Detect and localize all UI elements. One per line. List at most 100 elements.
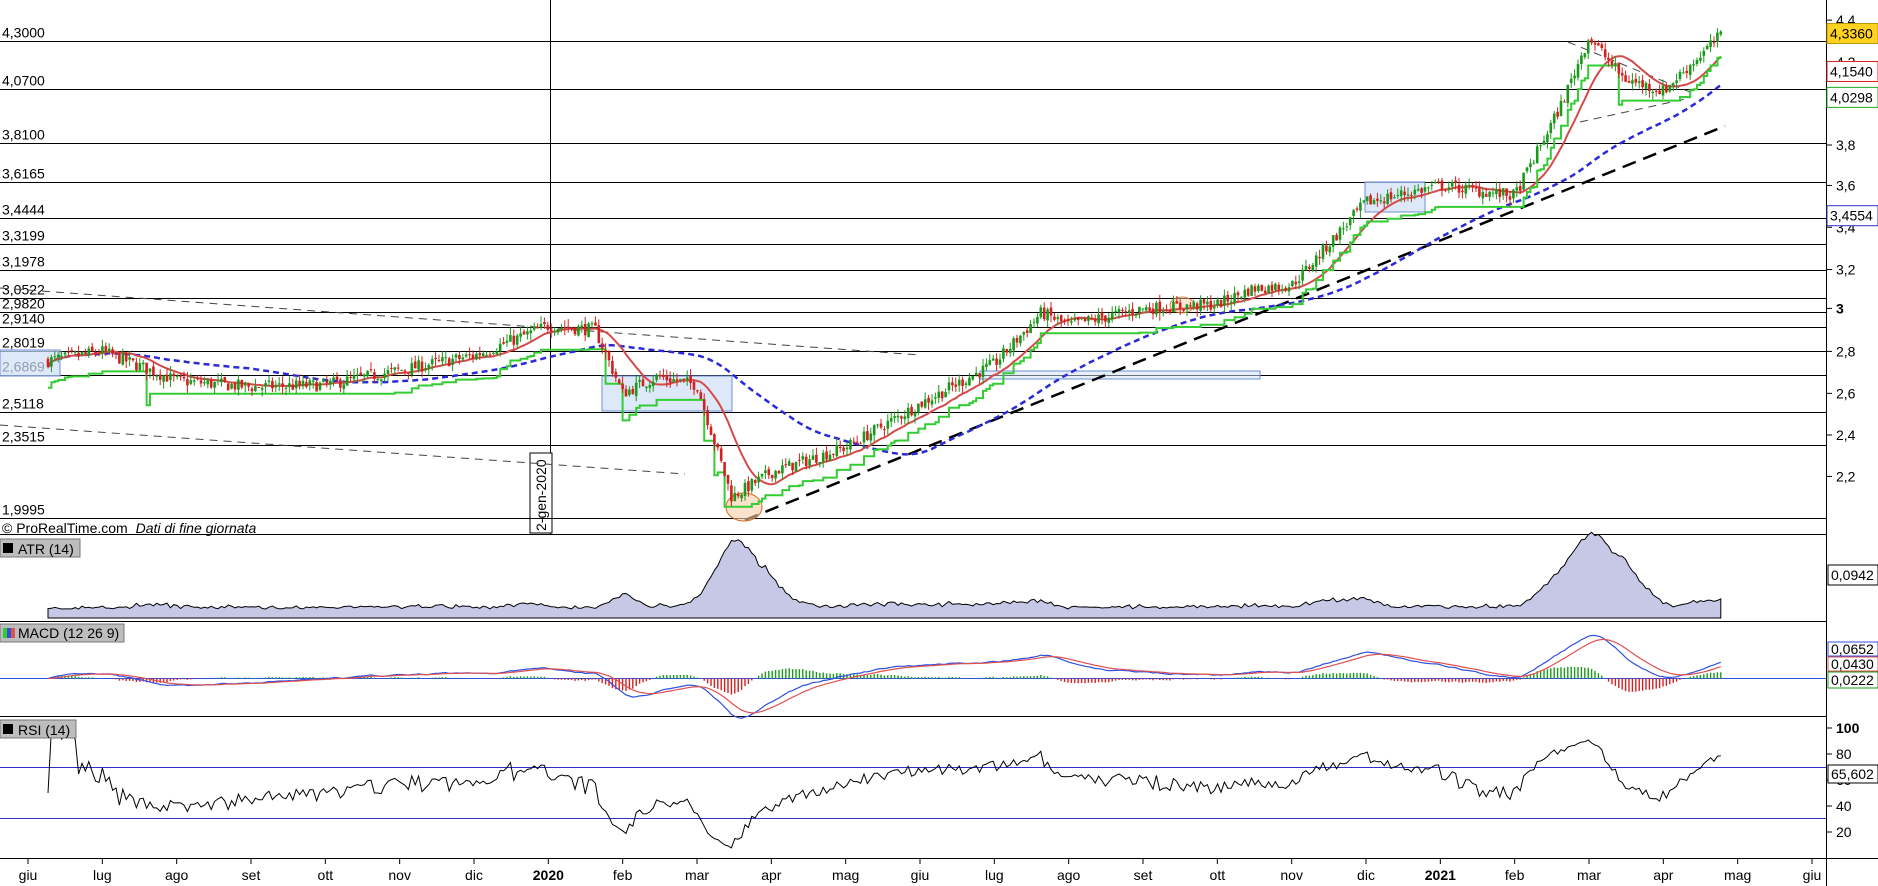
candle-body	[934, 397, 937, 399]
candle-body	[107, 348, 111, 352]
candle-body	[1644, 82, 1648, 89]
candle-body	[1209, 300, 1213, 310]
candle-body	[70, 350, 74, 352]
candle-body	[927, 397, 930, 403]
candle-body	[1267, 285, 1270, 294]
candle-body	[1175, 301, 1179, 304]
candle-body	[1155, 302, 1158, 315]
rsi-title: RSI (14)	[18, 722, 70, 738]
candle-body	[974, 372, 978, 376]
candle-body	[1131, 308, 1134, 315]
candle-body	[1042, 307, 1046, 320]
rsi-tick-label: 80	[1836, 746, 1852, 762]
month-label: mar	[1577, 867, 1601, 883]
candle-body	[1189, 305, 1192, 307]
candle-body	[254, 386, 257, 392]
month-label: apr	[761, 867, 782, 883]
month-label: mag	[832, 867, 859, 883]
month-label: dic	[465, 867, 483, 883]
candle-body	[665, 375, 669, 381]
candle-body	[573, 327, 577, 335]
atr-value: 0,0942	[1831, 567, 1874, 583]
month-label: nov	[388, 867, 411, 883]
month-axis: giu lug ago set ott nov dic 2020 feb mar apr mag giu…	[19, 858, 1821, 883]
month-label: nov	[1280, 867, 1303, 883]
candle-body	[1342, 228, 1345, 230]
candle-body	[1270, 284, 1274, 291]
macd-title: MACD (12 26 9)	[18, 625, 119, 641]
candle-body	[883, 429, 886, 431]
candle-body	[1433, 182, 1437, 184]
candle-body	[730, 485, 733, 502]
candle-body	[906, 407, 910, 419]
candle-body	[1508, 196, 1512, 200]
candle-body	[1515, 187, 1519, 191]
macd-value: 0,0652	[1831, 641, 1874, 657]
candle-body	[1624, 75, 1627, 82]
candle-body	[1325, 245, 1328, 252]
candle-body	[189, 380, 193, 384]
candle-body	[1600, 44, 1604, 48]
candle-body	[539, 323, 543, 328]
candle-body	[842, 447, 845, 452]
signal-value-badge	[1827, 656, 1878, 672]
candle-body	[186, 379, 189, 386]
hist-value-badge	[1827, 671, 1878, 689]
candle-body	[1705, 46, 1709, 50]
candle-body	[444, 357, 448, 359]
month-label: mar	[685, 867, 709, 883]
candle-body	[556, 328, 560, 333]
candle-body	[1284, 287, 1287, 291]
candle-body	[267, 380, 271, 382]
candle-body	[1617, 62, 1621, 74]
candle-body	[257, 386, 261, 388]
candle-body	[1532, 162, 1536, 164]
candle-body	[1019, 335, 1022, 344]
candle-body	[679, 378, 682, 381]
candle-body	[349, 376, 352, 378]
candle-body	[288, 383, 291, 387]
candle-body	[1080, 318, 1083, 320]
candle-body	[63, 352, 67, 355]
candle-body	[1012, 338, 1015, 351]
candle-body	[264, 383, 267, 387]
signal-line	[47, 638, 1721, 714]
candle-body	[930, 400, 934, 405]
month-label: ago	[1057, 867, 1081, 883]
candle-body	[937, 391, 941, 398]
candle-body	[1243, 289, 1247, 298]
candle-body	[515, 335, 519, 345]
candle-body	[400, 369, 403, 371]
watermark: © ProRealTime.com Dati di fine giornata	[2, 520, 256, 536]
candle-body	[743, 482, 747, 497]
candle-body	[706, 410, 709, 426]
candle-body	[1127, 310, 1131, 313]
candle-body	[1420, 188, 1423, 193]
candle-body	[1148, 307, 1151, 311]
date-marker-label: 2-gen-2020	[529, 452, 553, 534]
candle-body	[420, 361, 424, 372]
macd-icon-2	[7, 628, 11, 638]
candle-body	[1308, 266, 1311, 269]
candle-body	[583, 323, 587, 336]
candle-body	[114, 352, 118, 354]
candle-body	[1505, 188, 1508, 196]
candle-body	[73, 351, 77, 353]
candle-body	[1138, 306, 1141, 313]
rsi-tick-label: 20	[1836, 824, 1852, 840]
candle-body	[1447, 187, 1451, 190]
candle-body	[1121, 309, 1124, 311]
candle-body	[587, 323, 590, 338]
rsi-value: 65,602	[1831, 766, 1874, 782]
candle-body	[485, 354, 488, 356]
candle-body	[250, 388, 254, 392]
candle-body	[1685, 70, 1689, 74]
candle-body	[199, 380, 203, 384]
candle-body	[852, 441, 856, 443]
candle-body	[590, 323, 594, 325]
macd-line	[47, 634, 1721, 719]
candle-body	[281, 383, 284, 387]
macd-value-badge	[1827, 641, 1878, 657]
candle-body	[342, 384, 346, 389]
